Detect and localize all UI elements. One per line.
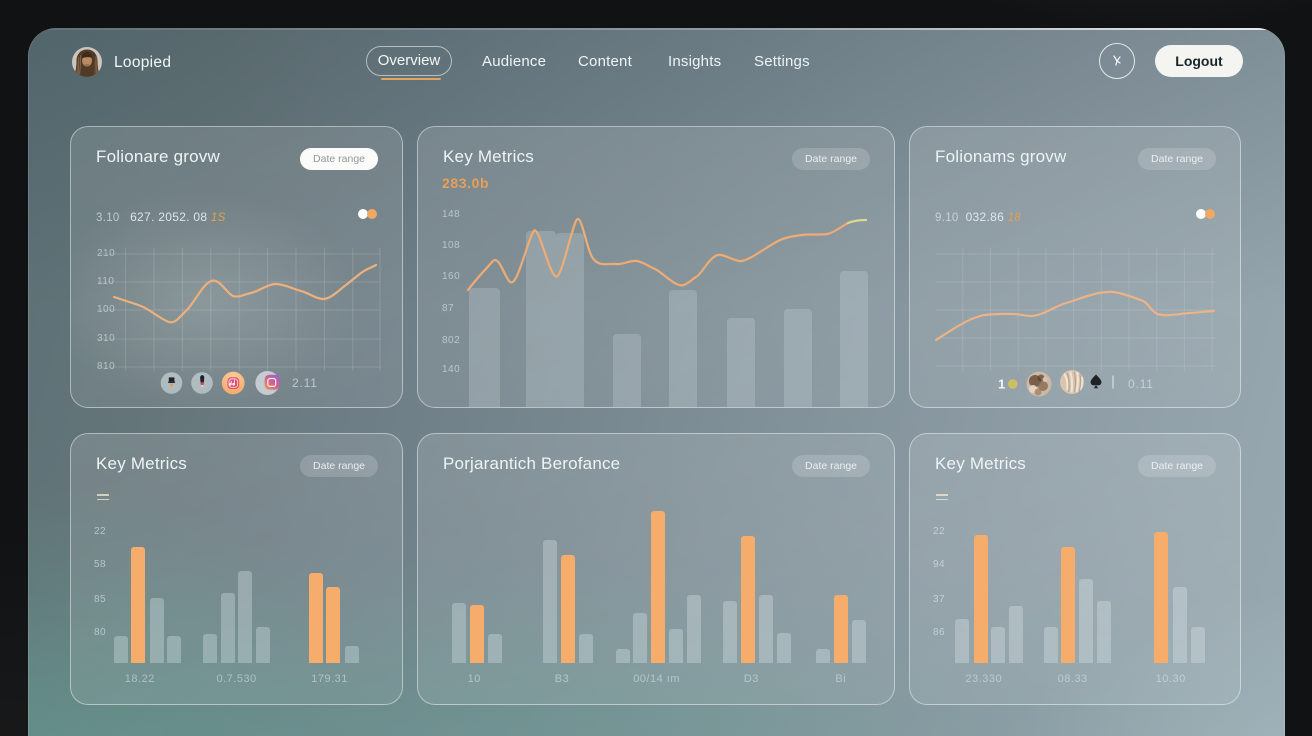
svg-text:1: 1 (998, 377, 1005, 392)
